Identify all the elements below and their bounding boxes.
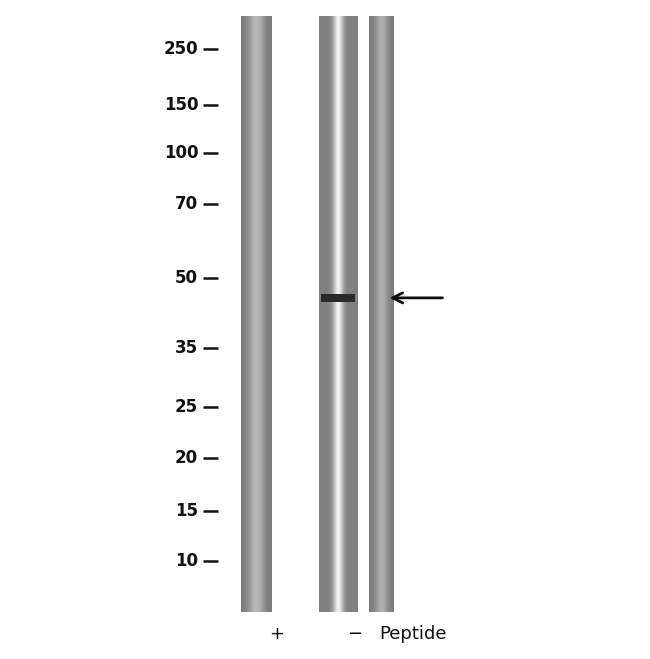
Text: 15: 15 — [176, 501, 198, 520]
Bar — [325, 16, 326, 612]
Bar — [355, 16, 356, 612]
Bar — [326, 16, 327, 612]
Bar — [346, 16, 347, 612]
Bar — [335, 16, 336, 612]
Bar — [349, 16, 350, 612]
Text: 50: 50 — [176, 269, 198, 287]
Text: 250: 250 — [164, 40, 198, 59]
Bar — [353, 16, 354, 612]
Bar — [345, 16, 346, 612]
Text: 100: 100 — [164, 144, 198, 162]
Bar — [342, 16, 343, 612]
Bar — [320, 16, 321, 612]
Bar — [335, 16, 337, 612]
Bar — [333, 16, 334, 612]
Bar — [351, 16, 352, 612]
Bar — [356, 16, 357, 612]
Bar — [331, 16, 332, 612]
Text: −: − — [346, 625, 362, 643]
Bar — [328, 16, 329, 612]
Bar — [343, 16, 344, 612]
Text: 150: 150 — [164, 96, 198, 115]
Bar — [327, 16, 328, 612]
Bar — [329, 16, 330, 612]
Text: 35: 35 — [175, 339, 198, 357]
Bar — [324, 16, 325, 612]
Bar — [323, 16, 324, 612]
Bar — [348, 16, 349, 612]
Bar — [354, 16, 355, 612]
Bar — [344, 16, 345, 612]
Bar — [337, 16, 338, 612]
Text: 10: 10 — [176, 552, 198, 571]
Bar — [330, 16, 331, 612]
Bar — [341, 16, 342, 612]
Text: +: + — [268, 625, 284, 643]
Bar — [319, 16, 320, 612]
Bar — [357, 16, 358, 612]
Bar — [352, 16, 353, 612]
Text: 20: 20 — [175, 449, 198, 467]
Text: Peptide: Peptide — [379, 625, 447, 643]
Bar — [350, 16, 351, 612]
Bar — [332, 16, 333, 612]
Bar — [322, 16, 323, 612]
Bar — [339, 16, 340, 612]
Bar — [340, 16, 341, 612]
Bar — [334, 16, 335, 612]
Bar — [337, 16, 339, 612]
Bar — [321, 294, 355, 302]
Text: 70: 70 — [175, 195, 198, 214]
Text: 25: 25 — [175, 398, 198, 416]
Bar — [318, 16, 319, 612]
Bar — [347, 16, 348, 612]
Bar — [321, 16, 322, 612]
Bar — [336, 16, 337, 612]
